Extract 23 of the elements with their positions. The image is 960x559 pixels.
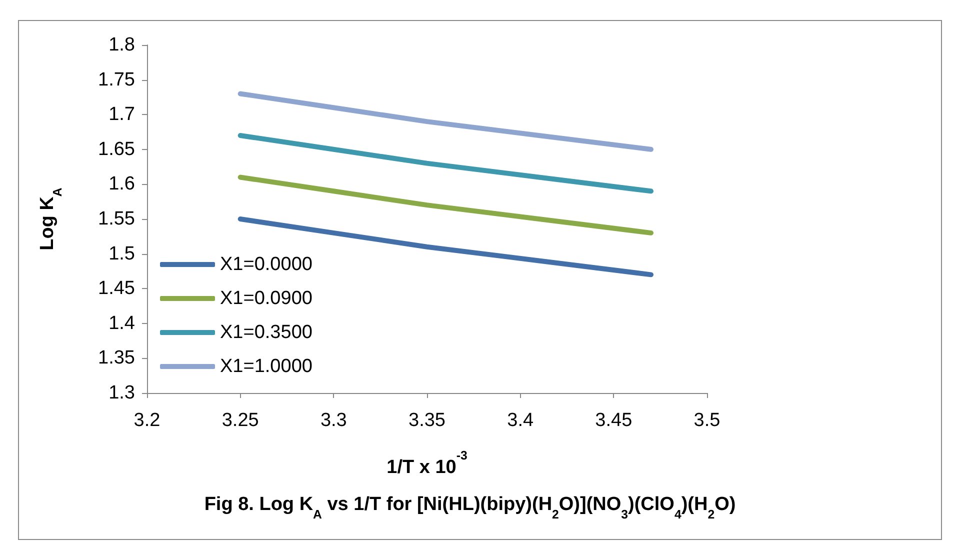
x-tick-label: 3.4 (507, 410, 534, 431)
y-tick-label: 1.6 (108, 174, 135, 195)
y-axis-title: Log KA (37, 188, 65, 250)
y-tick-label: 1.7 (108, 104, 135, 126)
y-tick-label: 1.5 (108, 243, 135, 264)
x-tick-label: 3.25 (222, 410, 259, 431)
y-tick-label: 1.8 (108, 34, 135, 56)
x-tick-label: 3.35 (408, 410, 446, 431)
x-tick-label: 3.5 (694, 410, 720, 431)
y-tick-label: 1.45 (98, 278, 135, 300)
legend-label: X1=1.0000 (220, 356, 312, 377)
y-tick-label: 1.4 (108, 312, 136, 334)
x-tick-label: 3.2 (134, 410, 160, 431)
y-tick-label: 1.55 (98, 208, 135, 230)
y-tick-label: 1.75 (98, 69, 135, 90)
legend-label: X1=0.3500 (220, 322, 312, 343)
y-tick-label: 1.65 (98, 138, 135, 160)
x-tick-label: 3.45 (595, 410, 632, 431)
legend-label: X1=0.0900 (220, 288, 312, 309)
y-tick-label: 1.3 (108, 382, 135, 404)
y-tick-label: 1.35 (98, 348, 135, 369)
legend-label: X1=0.0000 (220, 254, 312, 275)
x-tick-label: 3.3 (320, 410, 347, 431)
